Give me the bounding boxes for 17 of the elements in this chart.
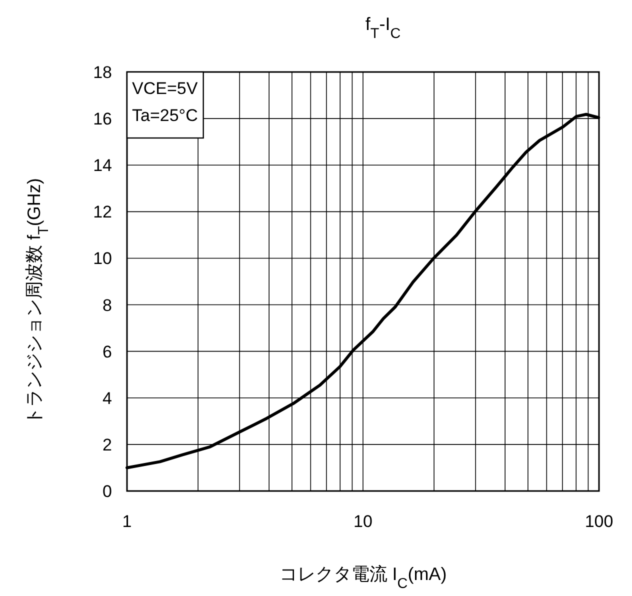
- y-tick-label: 2: [102, 435, 112, 454]
- chart-title: f$_{T}$-I$_{C}$: [365, 14, 401, 42]
- y-tick-label: 6: [102, 342, 112, 362]
- y-tick-label: 12: [93, 202, 112, 222]
- y-tick-label: 8: [102, 296, 112, 315]
- y-tick-label: 4: [102, 388, 112, 408]
- y-tick-label: 0: [102, 482, 112, 501]
- x-tick-label: 100: [584, 512, 614, 531]
- y-tick-label: 14: [93, 156, 112, 176]
- annotation: VCE=5V: [132, 79, 198, 98]
- x-tick-label: 1: [122, 512, 132, 531]
- y-tick-label: 10: [93, 249, 112, 268]
- y-tick-label: 18: [93, 63, 112, 82]
- x-tick-label: 10: [354, 512, 372, 531]
- x-axis-title: コレクタ電流 I$_{C}$(mA): [279, 564, 447, 592]
- annotation: Ta=25°C: [132, 106, 198, 125]
- y-tick-label: 16: [93, 110, 112, 129]
